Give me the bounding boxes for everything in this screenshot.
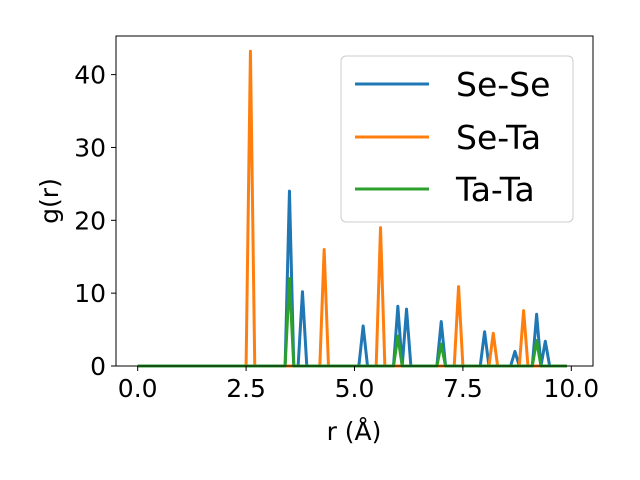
- legend-label-se-ta: Se-Ta: [456, 118, 541, 157]
- legend: Se-Se Se-Ta Ta-Ta: [340, 55, 574, 223]
- x-tick-label: 2.5: [226, 374, 266, 403]
- x-tick-label: 0.0: [118, 374, 158, 403]
- y-axis-ticks: 0 10 20 30 40: [74, 61, 116, 381]
- x-axis-label: r (Å): [327, 417, 382, 446]
- x-tick-label: 10.0: [543, 374, 599, 403]
- y-tick-label: 20: [74, 206, 106, 235]
- y-tick-label: 0: [90, 352, 106, 381]
- legend-label-se-se: Se-Se: [456, 65, 550, 104]
- x-tick-label: 5.0: [335, 374, 375, 403]
- series-line-ta-ta: [137, 277, 567, 368]
- x-axis-ticks: 0.0 2.5 5.0 7.5 10.0: [118, 366, 599, 403]
- y-tick-label: 10: [74, 279, 106, 308]
- x-tick-label: 7.5: [443, 374, 483, 403]
- y-tick-label: 30: [74, 133, 106, 162]
- y-tick-label: 40: [74, 61, 106, 90]
- legend-label-ta-ta: Ta-Ta: [455, 170, 535, 209]
- y-axis-label: g(r): [35, 178, 64, 224]
- legend-box: [340, 55, 574, 223]
